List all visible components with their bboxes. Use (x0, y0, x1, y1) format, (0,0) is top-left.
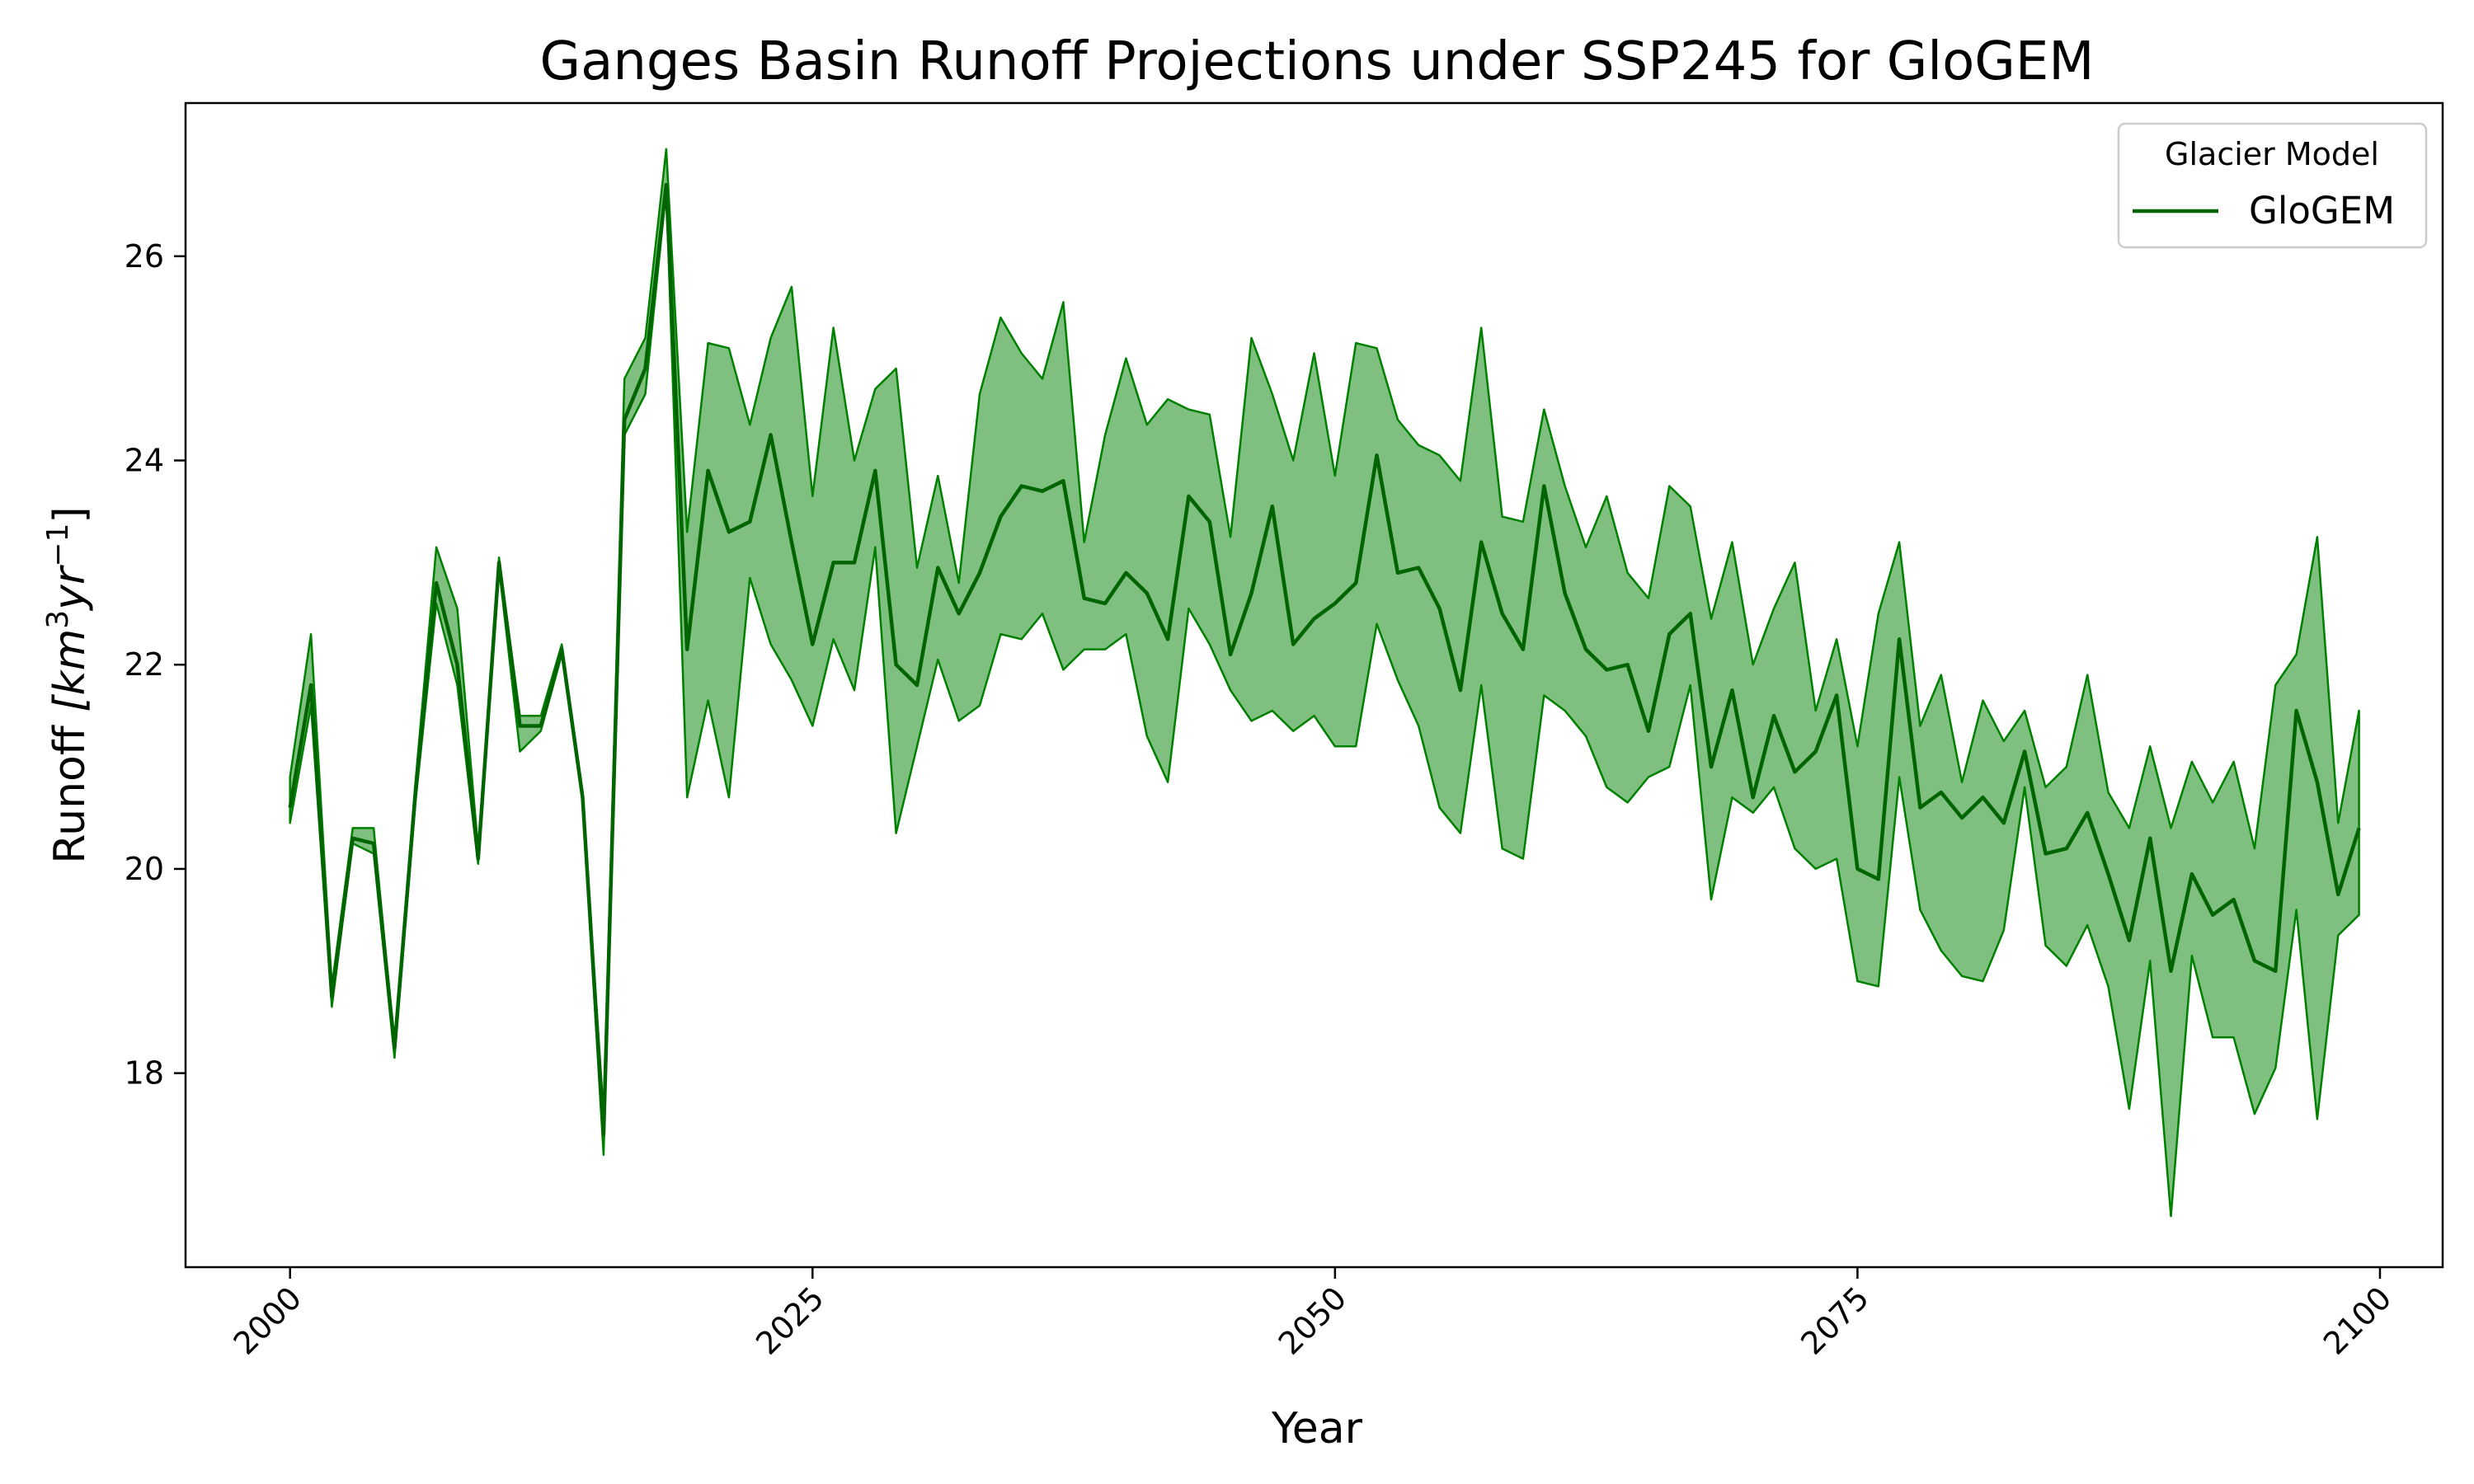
legend: Glacier Model GloGEM (2117, 122, 2428, 249)
y-axis-label-name: Runoff (45, 725, 95, 864)
y-axis-label-unit-mid: yr (45, 564, 95, 612)
y-axis-label-exp2: −1 (41, 524, 75, 567)
plot-frame (184, 101, 2444, 1269)
legend-title: Glacier Model (2165, 136, 2379, 172)
y-tick-label-24: 24 (125, 443, 164, 479)
y-axis: 18 20 22 24 26 (125, 238, 186, 1092)
y-axis-label-exp1: 3 (41, 610, 75, 629)
y-axis-label-close: ] (45, 506, 95, 523)
y-tick-label-18: 18 (125, 1055, 164, 1092)
uncertainty-band (289, 148, 2360, 1218)
chart-title: Ganges Basin Runoff Projections under SS… (540, 31, 2095, 92)
y-axis-label: Runoff [km3yr−1] (41, 506, 95, 863)
x-axis-label: Year (1271, 1404, 1363, 1453)
y-tick-label-22: 22 (125, 646, 164, 683)
y-tick-label-20: 20 (125, 851, 164, 887)
legend-box (2117, 122, 2428, 249)
y-tick-label-26: 26 (125, 238, 164, 275)
legend-label-glogem: GloGEM (2249, 189, 2395, 232)
plot-area (288, 148, 2361, 1218)
y-axis-label-unit: [km (45, 629, 95, 712)
y-axis-label-space (45, 712, 95, 726)
mean-line-glogem (288, 182, 2361, 1137)
